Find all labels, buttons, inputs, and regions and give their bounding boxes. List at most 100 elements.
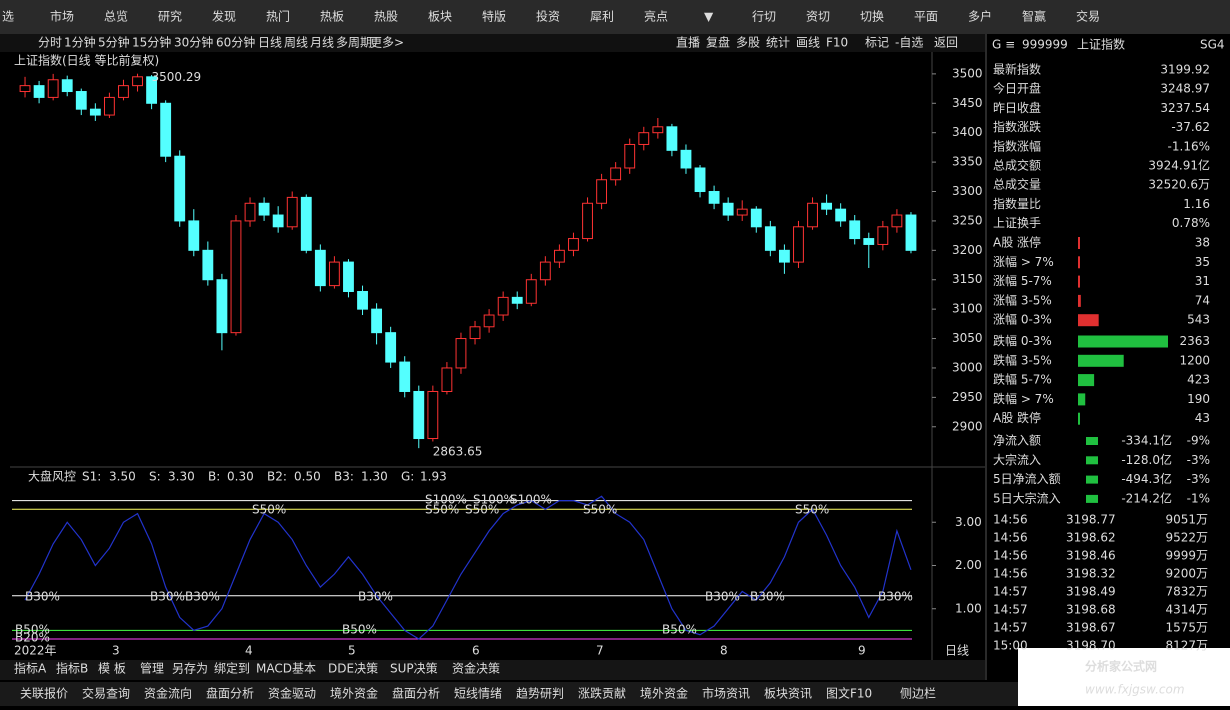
bottom-button[interactable]: 板块资讯 xyxy=(764,687,812,701)
candle-body xyxy=(539,261,551,281)
bottom-button[interactable]: 盘面分析 xyxy=(206,686,254,701)
candle-body xyxy=(821,202,833,210)
tool-button[interactable]: 标记 xyxy=(865,36,889,50)
menu-item[interactable]: 平面 xyxy=(914,10,938,24)
period-button[interactable]: 30分钟 xyxy=(174,35,213,50)
menu-item[interactable]: 选 xyxy=(2,10,14,24)
y-tick-label: 3250 xyxy=(952,213,983,227)
bottom-button[interactable]: 盘面分析 xyxy=(392,686,440,701)
period-button[interactable]: 5分钟 xyxy=(98,35,130,50)
tab[interactable]: 指标A xyxy=(14,661,47,676)
tab[interactable]: SUP决策 xyxy=(390,662,438,676)
tick-volume: 9200万 xyxy=(1165,567,1208,581)
period-button[interactable]: 更多> xyxy=(370,36,404,50)
tool-button[interactable]: 统计 xyxy=(766,36,790,50)
param-value: 0.50 xyxy=(294,470,321,484)
breadth-value: 31 xyxy=(1195,274,1210,288)
period-button[interactable]: 60分钟 xyxy=(216,35,255,50)
bottom-button[interactable]: 境外资金 xyxy=(640,686,688,701)
bottom-button[interactable]: 关联报价 xyxy=(20,686,68,701)
menu-item[interactable]: 特版 xyxy=(482,9,506,24)
candle-body xyxy=(427,390,439,440)
candle-body xyxy=(764,226,776,251)
menu-item[interactable]: 总览 xyxy=(104,9,128,24)
period-button[interactable]: 周线 xyxy=(284,36,308,50)
menu-item[interactable]: 犀利 xyxy=(590,10,614,24)
tab[interactable]: 管理 xyxy=(140,661,164,676)
menu-item[interactable]: 投资 xyxy=(536,9,560,24)
menu-item[interactable]: 热股 xyxy=(374,10,398,24)
quote-value: -1.16% xyxy=(1168,139,1210,153)
menu-item[interactable]: 切换 xyxy=(860,10,884,24)
menu-item[interactable]: 资切 xyxy=(806,10,830,24)
tab[interactable]: 模 板 xyxy=(98,662,126,676)
menu-item[interactable]: 亮点 xyxy=(644,9,668,24)
bottom-button[interactable]: 图文F10 xyxy=(826,686,872,701)
period-button[interactable]: 日线 xyxy=(258,36,282,50)
flow-pct: -3% xyxy=(1187,453,1210,467)
tab[interactable]: 绑定到 xyxy=(214,661,250,676)
candle-body xyxy=(441,367,453,392)
menu-item[interactable]: 热板 xyxy=(320,10,344,24)
quote-label: 最新指数 xyxy=(993,62,1041,77)
menu-item[interactable]: 多户 xyxy=(968,9,992,24)
tab[interactable]: MACD基本 xyxy=(256,662,316,676)
bottom-button[interactable]: 趋势研判 xyxy=(516,687,564,701)
candle-body xyxy=(314,249,326,287)
bottom-button[interactable]: 境外资金 xyxy=(330,686,378,701)
menu-item[interactable]: 市场 xyxy=(50,9,74,24)
period-button[interactable]: 分时 xyxy=(38,36,62,50)
period-button[interactable]: 多周期 xyxy=(336,36,372,50)
candle-body xyxy=(385,332,397,363)
candle-body xyxy=(132,76,143,87)
tool-button[interactable]: 多股 xyxy=(736,36,760,50)
menu-item[interactable]: 发现 xyxy=(212,9,236,24)
menu-item[interactable]: 热门 xyxy=(266,9,290,24)
bottom-button[interactable]: 资金流向 xyxy=(144,686,192,701)
menu-item[interactable]: 行切 xyxy=(752,10,776,24)
tab[interactable]: DDE决策 xyxy=(328,662,378,676)
tool-button[interactable]: 画线 xyxy=(796,36,820,50)
param-value: 3.50 xyxy=(109,470,136,484)
bottom-button[interactable]: 交易查询 xyxy=(82,686,130,701)
tab[interactable]: 资金决策 xyxy=(452,661,500,676)
param-value: 1.30 xyxy=(361,470,388,484)
tab[interactable]: 指标B xyxy=(56,661,88,676)
bottom-button[interactable]: 侧边栏 xyxy=(900,686,936,701)
tool-button[interactable]: 复盘 xyxy=(706,35,730,50)
flow-icon xyxy=(1086,437,1098,445)
tool-button[interactable]: 直播 xyxy=(676,36,700,50)
date-label: 4 xyxy=(245,644,253,658)
menu-item[interactable]: 智赢 xyxy=(1022,9,1046,24)
candle-body xyxy=(103,96,115,116)
param-name: S: xyxy=(149,470,161,484)
menu-item[interactable]: 研究 xyxy=(158,9,182,24)
tool-button[interactable]: F10 xyxy=(826,36,848,50)
candle-body xyxy=(736,208,748,216)
menu-item[interactable]: ▼ xyxy=(704,10,714,24)
tick-price: 3198.49 xyxy=(1066,585,1116,599)
quote-value: 3237.54 xyxy=(1160,101,1210,115)
param-value: 3.30 xyxy=(168,470,195,484)
bottom-button[interactable]: 资金驱动 xyxy=(268,686,316,701)
bottom-button[interactable]: 涨跌贡献 xyxy=(578,686,626,701)
quote-value: 3248.97 xyxy=(1160,82,1210,96)
flow-icon xyxy=(1086,475,1098,484)
tool-button[interactable]: -自选 xyxy=(895,36,923,50)
period-button[interactable]: 1分钟 xyxy=(64,35,96,50)
tool-button[interactable]: 返回 xyxy=(934,36,958,50)
y-tick-label: 3150 xyxy=(952,272,983,286)
bottom-button[interactable]: 短线情绪 xyxy=(454,687,502,701)
breadth-label: A股 涨停 xyxy=(993,235,1041,250)
tick-time: 14:57 xyxy=(993,603,1028,617)
breadth-label: 跌幅 0-3% xyxy=(993,333,1052,348)
breadth-bar xyxy=(1078,412,1080,425)
period-button[interactable]: 15分钟 xyxy=(132,35,171,50)
period-button[interactable]: 月线 xyxy=(310,36,334,50)
breadth-bar xyxy=(1078,256,1080,269)
menu-item[interactable]: 交易 xyxy=(1076,9,1100,24)
menu-item[interactable]: 板块 xyxy=(428,10,452,24)
bottom-button[interactable]: 市场资讯 xyxy=(702,686,750,701)
tab[interactable]: 另存为 xyxy=(172,662,208,676)
candle-body xyxy=(722,202,734,216)
